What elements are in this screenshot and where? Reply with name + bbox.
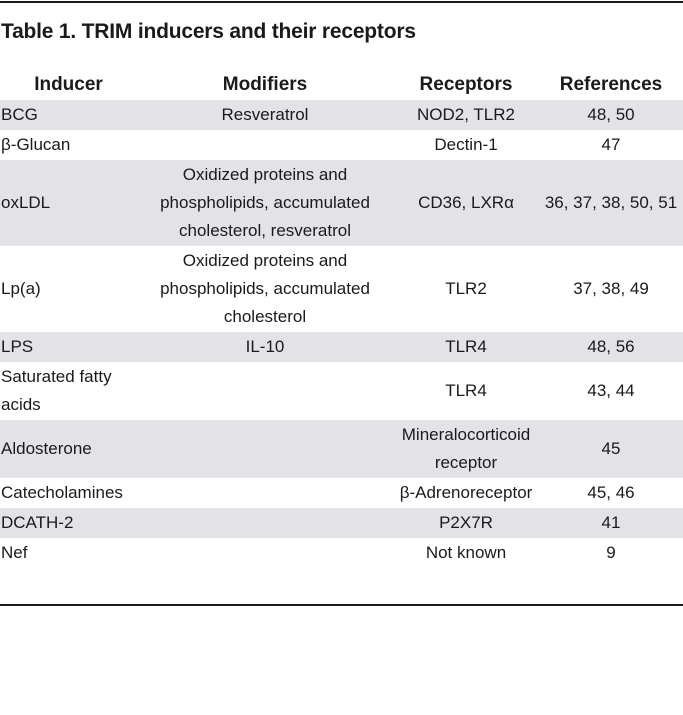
table-title: Table 1. TRIM inducers and their recepto… (1, 20, 416, 43)
cell-references: 43, 44 (587, 381, 635, 400)
cell-receptors: P2X7R (393, 508, 539, 538)
cell-references: 36, 37, 38, 50, 51 (539, 160, 683, 246)
cell-inducer: Catecholamines (1, 483, 123, 502)
header-modifiers: Modifiers (222, 74, 308, 95)
header-inducer: Inducer (34, 74, 103, 95)
table-row: Lp(a) Oxidized proteins and phospholipid… (0, 246, 683, 332)
cell-receptors: Mineralocorticoid receptor (393, 420, 539, 478)
cell-receptors: TLR4 (393, 332, 539, 362)
table-row: Catecholamines β-Adrenoreceptor 45, 46 (0, 478, 683, 508)
cell-modifiers (137, 362, 393, 420)
cell-inducer: oxLDL (0, 160, 137, 246)
cell-modifiers (137, 420, 393, 478)
table-row: oxLDL Oxidized proteins and phospholipid… (0, 160, 683, 246)
table-row: β-Glucan Dectin-1 47 (0, 130, 683, 160)
cell-inducer: Nef (1, 543, 28, 562)
cell-receptors: β-Adrenoreceptor (399, 483, 533, 502)
table-row: DCATH-2 P2X7R 41 (0, 508, 683, 538)
header-references: References (559, 74, 663, 95)
cell-references: 37, 38, 49 (573, 279, 649, 298)
cell-receptors: CD36, LXRα (393, 160, 539, 246)
cell-references: 9 (606, 543, 616, 562)
cell-inducer: Lp(a) (1, 279, 41, 298)
cell-modifiers: Resveratrol (137, 100, 393, 130)
cell-modifiers (137, 478, 393, 508)
table-row: Nef Not known 9 (0, 538, 683, 568)
cell-modifiers (137, 130, 393, 160)
cell-inducer: Aldosterone (0, 420, 137, 478)
cell-modifiers: Oxidized proteins and phospholipids, acc… (137, 160, 393, 246)
table-row: LPS IL-10 TLR4 48, 56 (0, 332, 683, 362)
cell-modifiers (137, 508, 393, 538)
cell-references: 45 (539, 420, 683, 478)
cell-references: 41 (539, 508, 683, 538)
trim-table: Inducer Modifiers Receptors References B… (0, 70, 683, 568)
cell-references: 45, 46 (587, 483, 635, 502)
cell-inducer: Saturated fatty acids (1, 367, 112, 414)
cell-references: 48, 56 (539, 332, 683, 362)
cell-inducer: BCG (0, 100, 137, 130)
cell-inducer: DCATH-2 (0, 508, 137, 538)
cell-receptors: TLR2 (445, 279, 487, 298)
cell-references: 47 (601, 135, 621, 154)
cell-modifiers (137, 538, 393, 568)
top-rule (0, 1, 683, 3)
cell-receptors: Dectin-1 (434, 135, 498, 154)
header-row: Inducer Modifiers Receptors References (0, 70, 683, 100)
header-receptors: Receptors (419, 74, 513, 95)
table-row: Aldosterone Mineralocorticoid receptor 4… (0, 420, 683, 478)
cell-inducer: LPS (0, 332, 137, 362)
table-row: Saturated fatty acids TLR4 43, 44 (0, 362, 683, 420)
cell-receptors: TLR4 (445, 381, 487, 400)
cell-modifiers: Oxidized proteins and phospholipids, acc… (160, 251, 370, 326)
cell-receptors: Not known (425, 543, 507, 562)
cell-receptors: NOD2, TLR2 (393, 100, 539, 130)
bottom-rule (0, 604, 683, 606)
cell-modifiers: IL-10 (137, 332, 393, 362)
cell-references: 48, 50 (539, 100, 683, 130)
table-row: BCG Resveratrol NOD2, TLR2 48, 50 (0, 100, 683, 130)
cell-inducer: β-Glucan (1, 135, 71, 154)
